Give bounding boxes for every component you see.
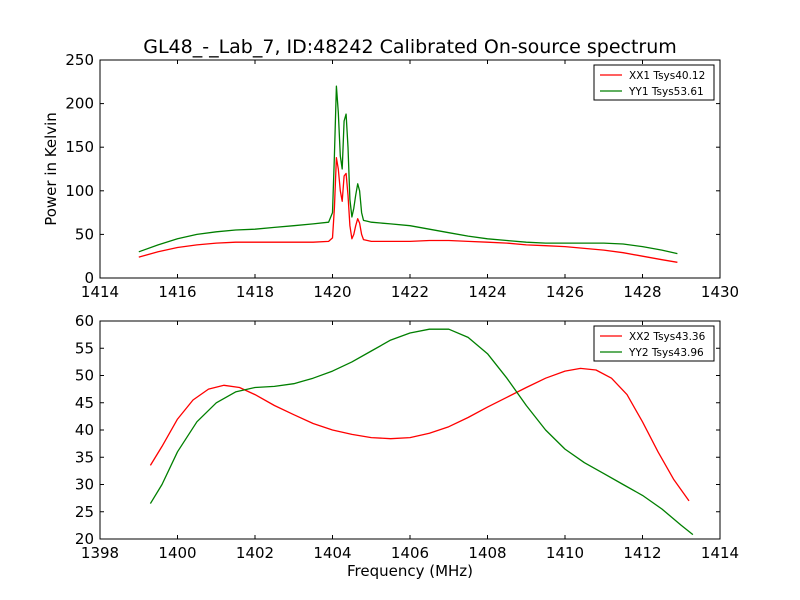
x-axis-label: Frequency (MHz): [347, 562, 473, 580]
y-tick-label: 35: [75, 448, 94, 466]
legend-box: [593, 325, 715, 362]
y-tick-label: 55: [75, 339, 94, 357]
y-tick-label: 200: [65, 95, 94, 113]
legend-entry: YY2 Tsys43.96: [628, 347, 704, 359]
x-tick-label: 1402: [236, 544, 274, 562]
series-line-1-0: [149, 367, 690, 502]
y-tick-label: 0: [84, 269, 94, 287]
x-tick-label: 1428: [623, 283, 661, 301]
legend-entry: XX1 Tsys40.12: [629, 70, 705, 82]
y-tick-label: 45: [75, 394, 94, 412]
legend-box: [593, 64, 715, 101]
y-tick-label: 40: [75, 421, 94, 439]
x-tick-label: 1410: [546, 544, 584, 562]
x-tick-label: 1424: [468, 283, 506, 301]
x-tick-label: 1414: [701, 544, 739, 562]
x-tick-label: 1408: [468, 544, 506, 562]
x-tick-label: 1406: [391, 544, 429, 562]
y-tick-label: 50: [75, 367, 94, 385]
y-tick-label: 25: [75, 503, 94, 521]
x-tick-label: 1420: [313, 283, 351, 301]
y-tick-label: 250: [65, 51, 94, 69]
x-tick-label: 1412: [623, 544, 661, 562]
legend: XX2 Tsys43.36 YY2 Tsys43.96: [593, 325, 715, 362]
x-tick-label: 1404: [313, 544, 351, 562]
x-tick-label: 1426: [546, 283, 584, 301]
legend-entry: YY1 Tsys53.61: [628, 86, 704, 98]
x-tick-label: 1400: [158, 544, 196, 562]
y-tick-label: 50: [75, 225, 94, 243]
top-panel: 1414 1416 1418 1420 1422 1424 1426 1428 1430 0 50 1…: [42, 51, 739, 301]
x-tick-label: 1418: [236, 283, 274, 301]
y-tick-label: 20: [75, 530, 94, 548]
y-tick-label: 30: [75, 476, 94, 494]
legend-entry: XX2 Tsys43.36: [629, 331, 706, 343]
y-tick-label: 60: [75, 312, 94, 330]
series-line-1-1: [149, 328, 694, 536]
x-tick-label: 1430: [701, 283, 739, 301]
x-tick-label: 1414: [81, 283, 119, 301]
bottom-panel: 1398 1400 1402 1404 1406 1408 1410 1412 1414 20 25…: [75, 312, 739, 580]
y-tick-label: 100: [65, 182, 94, 200]
y-tick-label: 150: [65, 138, 94, 156]
x-tick-label: 1398: [81, 544, 119, 562]
legend: XX1 Tsys40.12 YY1 Tsys53.61: [593, 64, 715, 101]
figure-title: GL48_-_Lab_7, ID:48242 Calibrated On-sou…: [143, 36, 677, 58]
series-line-0-0: [138, 157, 678, 263]
y-axis-label: Power in Kelvin: [42, 112, 60, 226]
series-line-0-1: [138, 85, 678, 255]
x-tick-label: 1416: [158, 283, 196, 301]
x-tick-label: 1422: [391, 283, 429, 301]
